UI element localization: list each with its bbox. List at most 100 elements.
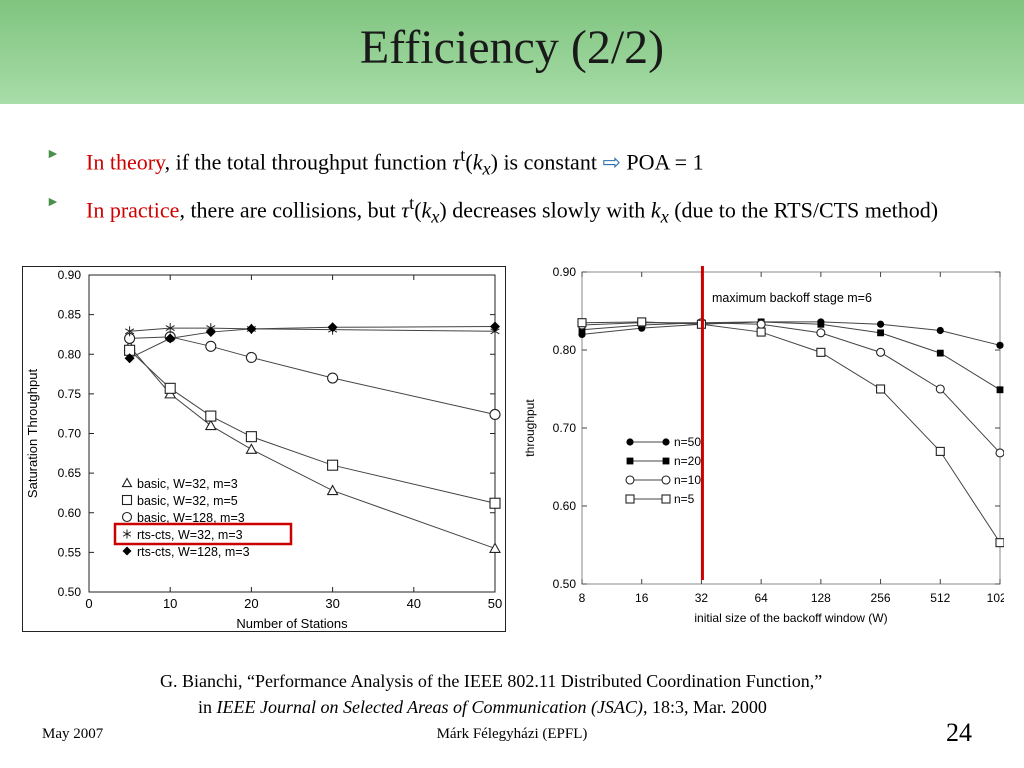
data-point (877, 329, 884, 337)
data-point (327, 372, 339, 384)
legend-label: n=50 (674, 435, 701, 449)
data-point (326, 484, 339, 496)
data-point (205, 340, 217, 352)
legend-label: n=10 (674, 473, 701, 487)
x-tick-label: 40 (407, 596, 421, 611)
paren: ( (414, 197, 422, 223)
y-tick-label: 0.90 (553, 266, 577, 279)
legend-marker (625, 494, 635, 504)
data-point (935, 446, 945, 456)
data-point (327, 459, 339, 471)
k-symbol: k (472, 149, 483, 175)
data-point (756, 327, 766, 337)
tau-symbol: τ (452, 149, 461, 175)
legend-marker (626, 438, 634, 446)
x-tick-label: 64 (754, 591, 768, 605)
data-point (995, 448, 1005, 458)
citation-text: in (198, 697, 217, 717)
legend-label: basic, W=32, m=5 (137, 494, 238, 508)
k-symbol: k (421, 197, 432, 223)
data-point (245, 351, 257, 363)
x-tick-label: 16 (635, 591, 649, 605)
y-axis-label: Saturation Throughput (25, 369, 40, 499)
bullet-arrow-icon: ► (46, 147, 60, 162)
y-tick-label: 0.80 (553, 343, 577, 357)
footer-author: Márk Félegyházi (EPFL) (436, 726, 588, 742)
y-tick-label: 0.65 (58, 466, 82, 480)
data-point (817, 320, 825, 328)
data-point (246, 323, 257, 334)
x-tick-label: 50 (488, 596, 502, 611)
data-point (876, 320, 885, 328)
legend-label: n=5 (674, 492, 695, 506)
bullet-arrow-icon: ► (46, 194, 60, 210)
data-point (996, 341, 1004, 349)
bullet-list: ► In theory, if the total throughput fun… (46, 140, 1006, 235)
legend-marker (121, 477, 133, 488)
citation-line1: G. Bianchi, “Performance Analysis of the… (160, 671, 823, 691)
data-point (489, 497, 501, 509)
series-line (129, 327, 496, 332)
data-point (204, 419, 217, 431)
data-point (125, 326, 135, 337)
y-tick-label: 0.60 (58, 506, 82, 520)
data-point (124, 353, 135, 364)
citation-journal: IEEE Journal on Selected Areas of Commun… (216, 697, 643, 717)
y-tick-label: 0.70 (553, 421, 577, 435)
x-tick-label: 512 (930, 591, 950, 605)
y-axis-label: throughput (523, 399, 537, 457)
bullet-practice: ► In practice, there are collisions, but… (46, 188, 1006, 232)
y-tick-label: 0.75 (58, 387, 82, 401)
data-point (490, 321, 500, 332)
data-point (165, 333, 176, 344)
x-tick-label: 20 (244, 596, 258, 611)
series-line (129, 326, 496, 359)
y-tick-label: 0.50 (58, 585, 82, 599)
bullet-text: (due to the RTS/CTS method) (668, 197, 939, 223)
data-point-stroke (165, 325, 175, 332)
chart-saturation-throughput-svg: 0.50 0.55 0.60 0.65 0.70 0.75 0.80 0.85 0.90 0 10 2… (25, 268, 502, 631)
legend-marker (662, 457, 670, 465)
paren: ) (439, 197, 447, 223)
legend-marker (661, 494, 671, 504)
data-point (245, 431, 257, 443)
chart-backoff-throughput-svg: 0.50 0.60 0.70 0.80 0.90 8 16 32 64 128 256 512 1024… (523, 265, 1014, 625)
data-point (876, 384, 886, 394)
data-point (995, 538, 1005, 548)
legend-label: n=20 (674, 454, 701, 468)
paren: ( (465, 149, 473, 175)
chart-saturation-throughput: 0.50 0.55 0.60 0.65 0.70 0.75 0.80 0.85 0.90 0 10 2… (22, 266, 506, 632)
x-tick-label: 30 (325, 596, 339, 611)
bullet-text: decreases slowly with (446, 197, 651, 223)
k-symbol: k (650, 197, 661, 223)
legend-marker-stroke (122, 531, 132, 537)
tau-superscript: t (409, 192, 415, 213)
slide-title: Efficiency (2/2) (359, 21, 665, 74)
y-tick-label: 0.55 (58, 545, 82, 559)
k-subscript: x (431, 206, 440, 227)
series-line (129, 349, 496, 504)
legend-marker (122, 529, 132, 539)
x-tick-label: 10 (163, 596, 177, 611)
legend-label: basic, W=128, m=3 (137, 511, 245, 525)
data-point (577, 318, 587, 328)
data-point (756, 319, 766, 329)
data-point (205, 410, 217, 422)
data-point (936, 326, 944, 335)
x-tick-label: 256 (871, 591, 891, 605)
title-band (0, 0, 1024, 104)
x-tick-label: 32 (695, 591, 709, 605)
series-line (129, 346, 496, 549)
series-line (581, 321, 1001, 543)
data-point (205, 327, 216, 338)
y-tick-label: 0.70 (58, 427, 82, 441)
data-point (489, 408, 501, 421)
chart-annotation: maximum backoff stage m=6 (712, 291, 872, 305)
bullet-text: POA = 1 (620, 149, 704, 175)
footer-date: May 2007 (42, 726, 104, 742)
y-tick-label: 0.85 (58, 308, 82, 322)
x-tick-label: 8 (579, 591, 586, 605)
data-point (637, 317, 647, 327)
legend-marker (661, 475, 671, 485)
series-line (581, 321, 1001, 391)
